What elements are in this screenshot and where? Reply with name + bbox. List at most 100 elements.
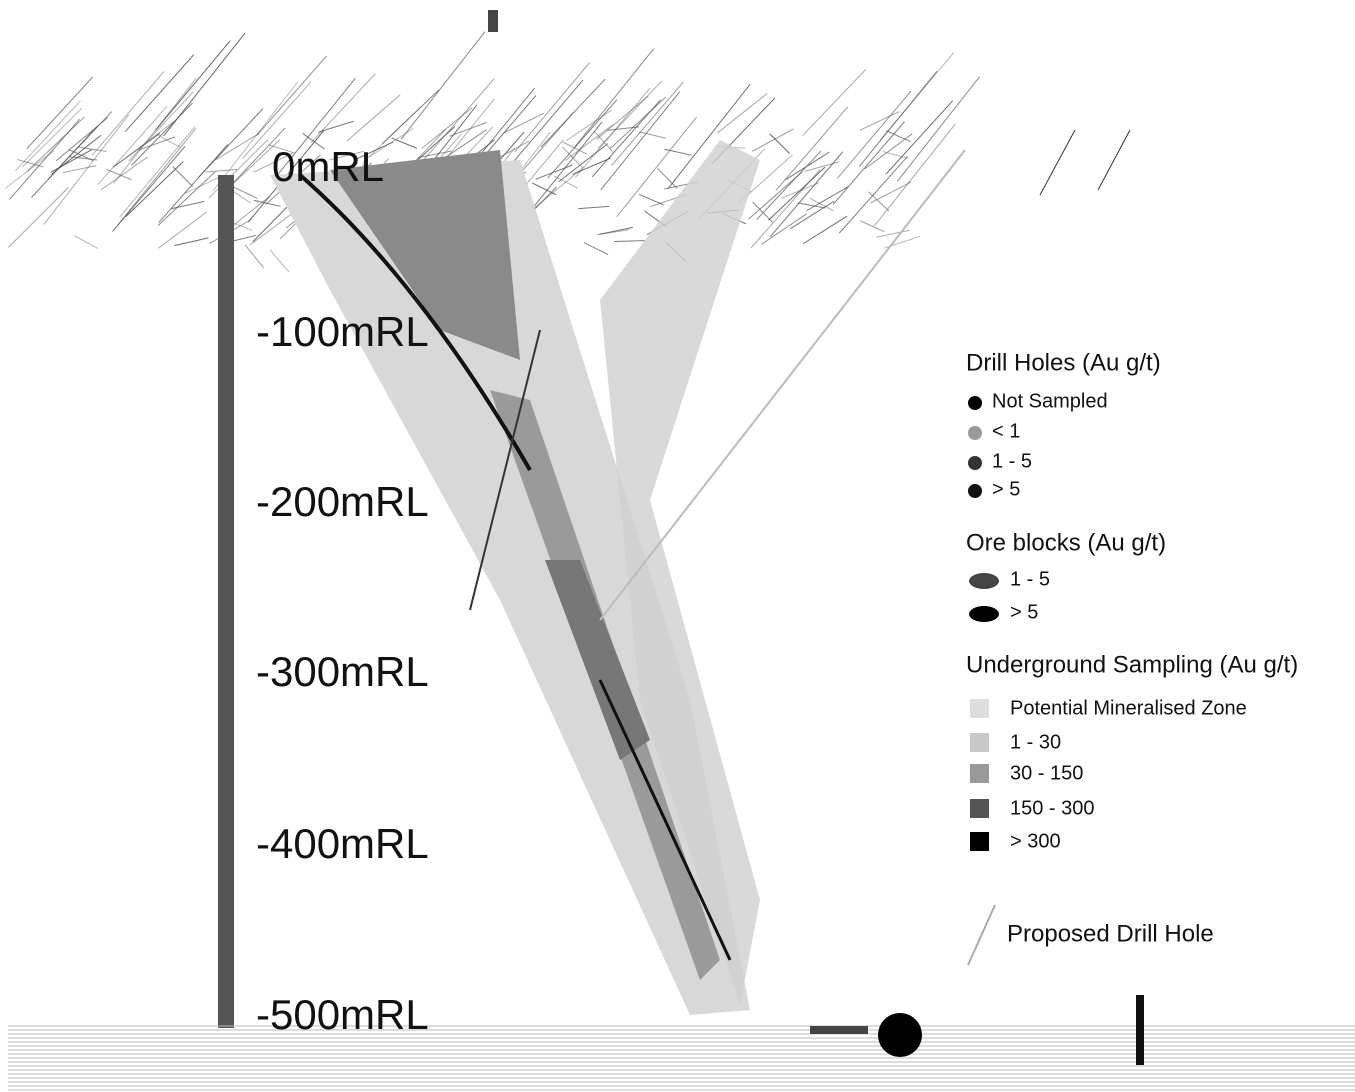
legend-item: Not Sampled [992, 390, 1108, 412]
marker [1136, 995, 1144, 1065]
legend-marker [968, 905, 995, 965]
drill-trace [245, 245, 263, 268]
legend-item: 1 - 5 [1010, 568, 1050, 590]
drill-trace [15, 101, 80, 171]
legend-item: 1 - 30 [1010, 731, 1061, 753]
legend-item: Potential Mineralised Zone [1010, 697, 1247, 719]
depth-label: -100mRL [256, 308, 429, 355]
legend-marker [970, 733, 989, 752]
proposed-hole [1040, 130, 1075, 195]
legend-title: Drill Holes (Au g/t) [966, 349, 1161, 376]
drill-trace [594, 131, 613, 153]
drill-trace [171, 201, 205, 208]
drill-trace [10, 119, 80, 199]
drill-trace [401, 32, 485, 139]
drill-trace [125, 55, 193, 132]
drill-trace [56, 118, 108, 161]
legend-item: Proposed Drill Hole [1007, 920, 1214, 947]
legend-marker [970, 764, 989, 783]
drill-trace [614, 241, 644, 242]
legend-marker [970, 699, 989, 718]
drill-trace [601, 91, 680, 189]
proposed-hole [1098, 130, 1130, 190]
legend-item: > 300 [1010, 830, 1061, 852]
legend-item: 150 - 300 [1010, 797, 1095, 819]
drill-trace [860, 112, 899, 131]
drill-trace [118, 128, 196, 225]
drill-trace [129, 92, 194, 161]
drill-trace [392, 138, 417, 148]
drill-trace [63, 166, 97, 173]
drill-trace [612, 82, 684, 166]
depth-label: 0mRL [272, 143, 384, 190]
legend-marker [970, 799, 989, 818]
drill-trace [563, 142, 587, 154]
legend-marker [968, 484, 982, 498]
drill-trace [803, 70, 866, 136]
drill-trace [876, 230, 909, 237]
drill-trace [839, 156, 907, 233]
legend-marker [968, 396, 982, 410]
legend-title: Ore blocks (Au g/t) [966, 529, 1166, 556]
drill-trace [173, 166, 193, 186]
drill-trace [318, 121, 353, 132]
drill-trace [567, 110, 612, 140]
drill-trace [807, 186, 849, 210]
drill-trace [175, 238, 209, 246]
drill-trace [880, 52, 954, 139]
drill-trace [233, 187, 257, 198]
legend-marker [968, 456, 982, 470]
legend: Drill Holes (Au g/t) Not Sampled < 1 1 -… [966, 349, 1298, 965]
drill-trace [250, 210, 298, 246]
legend-marker [970, 832, 989, 851]
drill-trace [22, 108, 82, 167]
drill-trace [578, 206, 609, 208]
marker [810, 1026, 868, 1034]
drill-trace [757, 151, 821, 220]
drill-trace [882, 151, 908, 158]
drill-trace [886, 131, 910, 142]
drill-trace [504, 113, 544, 133]
drill-trace [74, 236, 98, 249]
drill-trace [270, 250, 289, 272]
drill-trace [159, 145, 228, 223]
drill-trace [120, 127, 195, 218]
drill-trace [874, 124, 955, 226]
legend-item: > 5 [1010, 601, 1038, 623]
legend-marker [968, 426, 982, 440]
marker [878, 1013, 922, 1057]
legend-item: 30 - 150 [1010, 762, 1083, 784]
depth-label: -300mRL [256, 648, 429, 695]
drill-trace [311, 74, 375, 143]
legend-item: 1 - 5 [992, 450, 1032, 472]
drill-trace [8, 187, 68, 247]
marker [488, 10, 498, 32]
drill-trace [206, 170, 237, 172]
drill-trace [158, 212, 206, 248]
drill-trace [886, 101, 953, 174]
depth-label: -500mRL [256, 991, 429, 1038]
drill-trace [113, 133, 160, 167]
drill-trace [112, 146, 185, 231]
drill-trace [27, 77, 93, 148]
drill-trace [597, 96, 649, 139]
depth-label: -400mRL [256, 820, 429, 867]
drill-trace [450, 123, 487, 137]
drill-trace [860, 221, 884, 232]
ground-base [8, 1026, 1355, 1090]
drill-trace [803, 216, 847, 244]
depth-label: -200mRL [256, 478, 429, 525]
legend-title: Underground Sampling (Au g/t) [966, 651, 1298, 678]
legend-item: > 5 [992, 478, 1020, 500]
drill-trace [126, 161, 184, 216]
drill-trace [51, 149, 92, 172]
drill-trace [584, 243, 608, 255]
legend-marker [969, 573, 999, 589]
cross-section: 0mRL -100mRL -200mRL -300mRL -400mRL -50… [0, 0, 1355, 1092]
drill-trace [752, 129, 793, 151]
drill-trace [657, 168, 677, 188]
drill-trace [382, 90, 439, 144]
drill-trace [870, 182, 911, 203]
drill-trace [421, 108, 472, 149]
drill-trace [592, 100, 661, 177]
